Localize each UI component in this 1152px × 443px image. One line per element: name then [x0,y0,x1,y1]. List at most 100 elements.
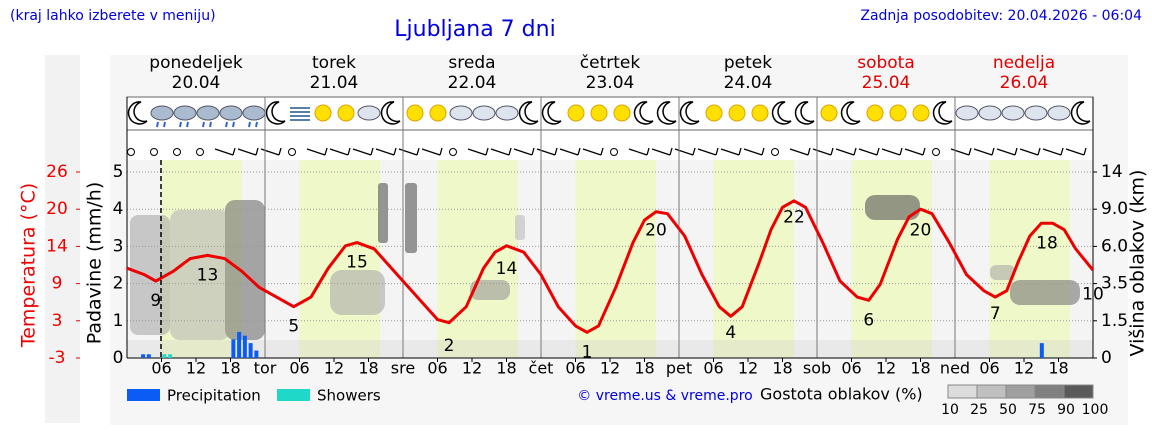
rain-icon [248,121,258,128]
cloud-icon [1024,105,1048,121]
y-tick-label: 5 [113,162,124,182]
cloud-legend-tick: 10 [941,402,959,418]
day-band [299,160,380,358]
wind-barb [996,147,1018,156]
temp-tick-label: 20 [46,199,68,219]
sun-icon [567,104,585,122]
temp-axis-panel [45,55,80,423]
wind-barb [467,147,489,156]
wind-barb [858,147,880,156]
day-date: 26.04 [1000,73,1049,93]
y2-axis-label: Višina oblakov (km) [1127,170,1149,357]
day-band [437,160,518,358]
cloud-legend-tick: 90 [1057,402,1075,418]
rain-icon [156,121,166,128]
calm-icon [610,148,618,156]
day-date: 22.04 [448,73,497,93]
legend-swatch [277,389,310,401]
wind-barb [536,147,558,156]
x-tick-label: 18 [634,359,654,378]
x-tick-label: 12 [324,359,344,378]
precip-bar [162,354,167,358]
update-time: Zadnja posodobitev: 20.04.2026 - 06:04 [860,8,1142,24]
legend-swatch [127,389,160,401]
precip-bar [231,339,236,358]
cloud-icon [173,105,197,121]
temp-extreme-label: 2 [444,336,455,356]
moon-icon [265,101,286,125]
temp-extreme-label: 20 [910,220,932,240]
wind-barb [743,147,765,156]
temperature-line [126,199,1095,334]
precip-bar [237,331,242,358]
wind-barb [260,147,282,156]
cloud-icon [150,105,174,121]
day-date: 23.04 [586,73,635,93]
wind-barb [582,147,604,156]
calm-icon [932,148,940,156]
wind-barb [789,147,811,156]
moon-icon [679,101,700,125]
precip-bar [168,354,173,358]
rain-icon [179,121,189,128]
temp-extreme-label: 10 [1082,285,1104,305]
temp-extreme-label: 15 [346,253,368,273]
temp-tick-label: -3 [49,348,66,368]
day-date: 24.04 [724,73,773,93]
wind-barb [329,147,351,156]
wind-barb [1042,147,1064,156]
calm-icon [150,148,158,156]
y2-tick-label: 3.5 [1101,274,1128,294]
sun-icon [314,104,332,122]
marks: 9 13 5 15 2 14 1 20 4 22 6 20 7 18 10 [126,199,1104,362]
wind-barb [1065,147,1087,156]
wind-barb [720,147,742,156]
wind-barb [352,147,374,156]
x-tick-label: 18 [910,359,930,378]
moon-icon [1070,101,1091,125]
y-axis-label: Padavine (mm/h) [84,182,106,345]
temp-tick-label: 9 [52,274,63,294]
moon-icon [541,101,562,125]
wind-barb [697,147,719,156]
x-tick-label: 18 [358,359,378,378]
wind-barb [950,147,972,156]
x-tick-label: 06 [979,359,999,378]
cloud-icon [1001,105,1025,121]
chart-title: Ljubljana 7 dni [394,17,555,42]
cloud-icon [495,105,519,121]
temp-tick-label: 14 [46,236,68,256]
wind-barb [973,147,995,156]
moon-icon [127,101,148,125]
wind-barb [881,147,903,156]
day-date: 20.04 [172,73,221,93]
precip-bar [248,343,253,358]
temp-extreme-label: 18 [1036,233,1058,253]
sun-icon [728,104,746,122]
temp-extreme-label: 7 [990,304,1001,324]
day-name: sobota [857,53,915,73]
day-name: petek [724,53,772,73]
day-name: nedelja [993,53,1055,73]
temp-extreme-label: 22 [783,208,805,228]
temp-extreme-label: 20 [645,220,667,240]
calm-icon [173,148,181,156]
y2-tick-label: 14 [1101,162,1123,182]
x-tick-label: 06 [841,359,861,378]
temp-extreme-label: 13 [197,265,219,285]
sun-icon [866,104,884,122]
wind-barb [812,147,834,156]
day-abbr: sre [391,359,415,378]
cloud-icon [196,105,220,121]
cloud-swatch [976,384,1007,399]
temp-extreme-label: 14 [496,259,518,279]
moon-icon [794,101,815,125]
cloud-legend-tick: 25 [970,402,988,418]
wind-barb [214,147,236,156]
sun-icon [590,104,608,122]
wind-barb [904,147,926,156]
y2-tick-label: 6.0 [1101,236,1128,256]
calm-icon [771,148,779,156]
calm-icon [449,148,457,156]
day-name: torek [312,53,356,73]
